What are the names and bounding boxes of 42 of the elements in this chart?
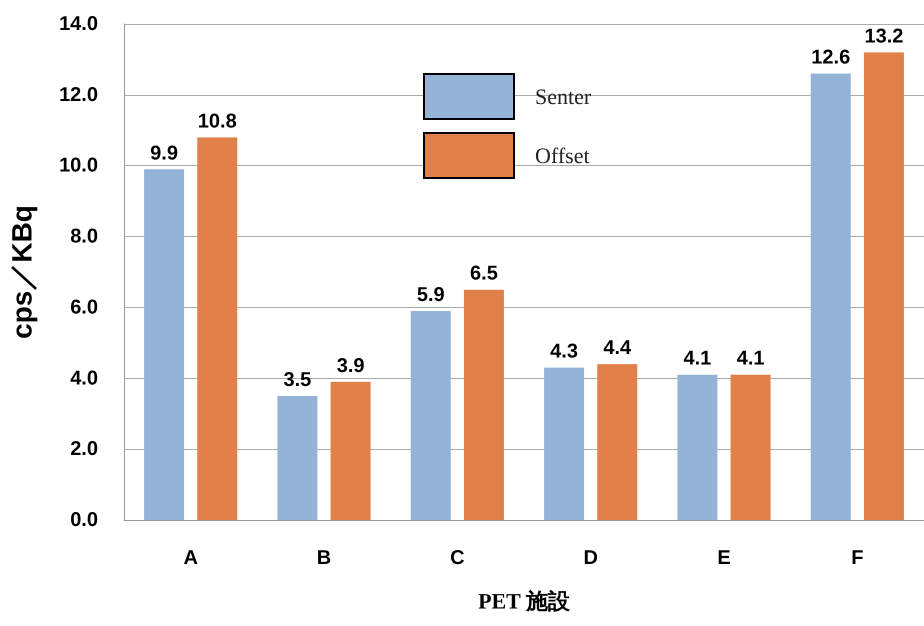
data-label: 4.3 <box>550 340 578 363</box>
y-tick-label: 6.0 <box>70 296 98 318</box>
x-tick-label: F <box>851 547 864 569</box>
bar <box>597 364 638 520</box>
data-label: 5.9 <box>416 284 445 306</box>
y-tick-label: 4.0 <box>70 367 98 390</box>
data-label: 10.8 <box>198 110 237 132</box>
data-label: 6.5 <box>470 262 498 285</box>
bar <box>544 368 584 520</box>
legend-label: Offset <box>535 143 590 168</box>
y-tick-label: 0.0 <box>70 509 98 531</box>
data-label: 3.9 <box>336 354 365 377</box>
data-label: 3.5 <box>283 369 312 391</box>
data-label: 13.2 <box>864 25 904 48</box>
bar <box>810 74 851 520</box>
y-axis-title: cps／KBq <box>6 205 38 339</box>
bar <box>277 396 318 520</box>
x-tick-label: A <box>183 547 198 569</box>
data-label: 4.1 <box>736 348 765 370</box>
bar <box>677 374 718 520</box>
data-label: 4.4 <box>603 337 632 360</box>
x-tick-label: E <box>717 547 731 569</box>
x-tick-label: C <box>450 547 465 569</box>
bar <box>144 169 184 520</box>
y-tick-label: 10.0 <box>59 154 98 177</box>
data-label: 12.6 <box>811 46 850 69</box>
y-tick-label: 2.0 <box>70 438 98 460</box>
bar <box>330 382 371 520</box>
bar <box>197 137 238 520</box>
x-tick-label: B <box>316 547 332 569</box>
x-axis-title: PET 施設 <box>478 588 571 614</box>
y-tick-label: 8.0 <box>70 226 98 248</box>
legend-label: Senter <box>535 84 592 109</box>
bar <box>410 310 451 520</box>
bar <box>730 374 771 520</box>
bar <box>864 52 904 520</box>
x-tick-label: D <box>583 547 598 569</box>
data-label: 4.1 <box>683 348 712 370</box>
bar <box>464 290 504 520</box>
y-tick-label: 14.0 <box>59 13 98 35</box>
y-tick-label: 12.0 <box>59 84 98 106</box>
data-label: 9.9 <box>150 142 178 164</box>
